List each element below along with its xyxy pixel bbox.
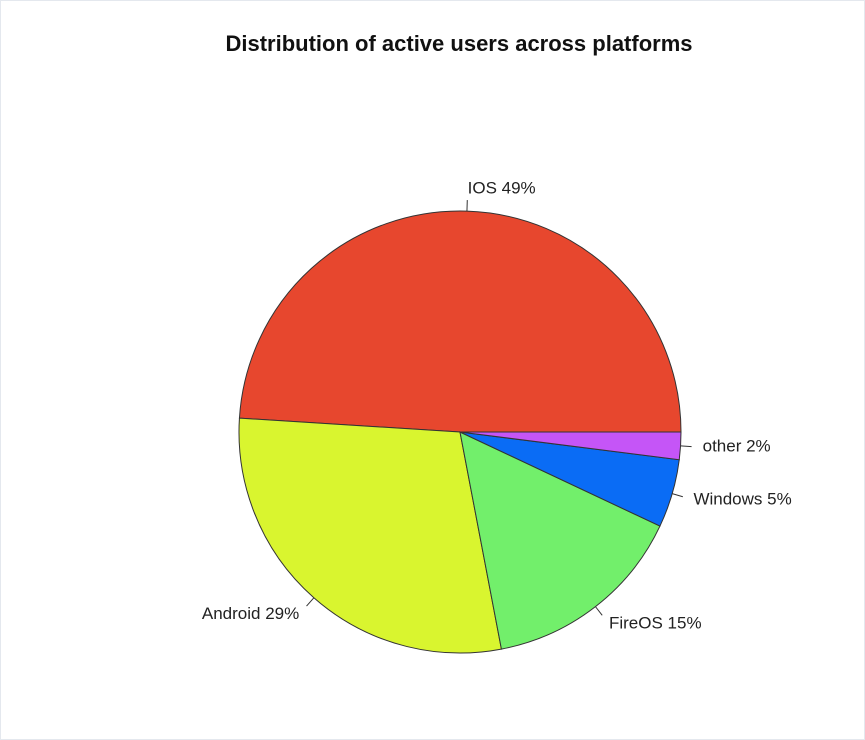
slice-label: other 2% — [703, 437, 771, 456]
leader-line — [680, 445, 692, 448]
chart-title: Distribution of active users across plat… — [225, 31, 692, 56]
leader-line — [306, 597, 315, 607]
pie-slice — [459, 431, 661, 650]
pie-slice — [238, 210, 682, 433]
slice-label: FireOS 15% — [609, 614, 702, 633]
leader-line — [595, 606, 603, 616]
slice-label: Windows 5% — [693, 489, 791, 508]
pie-slice — [459, 431, 682, 461]
slice-label: IOS 49% — [468, 179, 536, 198]
leader-line — [672, 493, 683, 498]
slice-label: Android 29% — [202, 604, 299, 623]
pie-slice — [238, 417, 502, 654]
